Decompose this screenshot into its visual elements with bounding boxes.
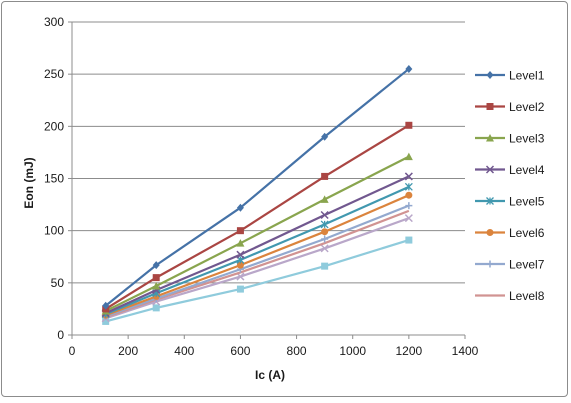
data-point: [405, 202, 413, 210]
x-tick-label: 800: [287, 344, 307, 358]
data-point: [102, 317, 110, 325]
data-point: [152, 281, 161, 290]
data-point: [321, 228, 329, 236]
y-tick-label: 200: [44, 119, 64, 133]
gridlines: [72, 21, 465, 336]
data-point: [320, 195, 329, 203]
series-layer: [101, 64, 413, 325]
data-point: [320, 244, 329, 253]
data-point: [405, 121, 413, 129]
data-point: [236, 239, 245, 247]
x-tick-label: 600: [230, 344, 250, 358]
data-point: [236, 261, 244, 269]
series-line: [105, 204, 410, 318]
data-point: [404, 152, 413, 161]
data-point: [320, 220, 329, 229]
series-level5: [101, 182, 413, 319]
series-level1: [102, 64, 413, 310]
y-axis-title: Eon (mJ): [22, 157, 36, 208]
series-unlabeled-9: [102, 236, 413, 325]
series-line: [105, 185, 410, 316]
legend-marker: [486, 197, 494, 205]
x-tick-label: 1400: [452, 344, 479, 358]
data-point: [236, 227, 244, 235]
data-point: [152, 274, 160, 282]
series-line: [105, 175, 410, 315]
y-tick-label: 300: [44, 15, 64, 29]
legend-marker: [486, 103, 494, 110]
axes: 0 50 100 150 200 250 300 0 200 400 600 800 1000 1200 1…: [44, 15, 479, 358]
x-tick-label: 400: [174, 344, 194, 358]
legend-label: Level8: [509, 289, 545, 303]
legend-marker: [485, 165, 495, 174]
legend-item-level6: Level6: [475, 226, 545, 240]
x-tick-label: 200: [118, 344, 138, 358]
data-point: [405, 191, 413, 199]
data-point: [102, 301, 110, 310]
legend-label: Level4: [509, 163, 545, 177]
series-line: [105, 124, 410, 310]
data-point: [404, 214, 413, 223]
legend-item-level1: Level1: [475, 69, 545, 83]
legend-item-level5: Level5: [475, 195, 545, 209]
legend-item-level4: Level4: [475, 163, 545, 177]
data-point: [321, 172, 329, 180]
legend-item-level8: Level8: [475, 289, 545, 303]
data-point: [236, 203, 244, 212]
data-point: [152, 261, 160, 270]
y-tick-label: 250: [44, 67, 64, 81]
legend-label: Level3: [509, 132, 545, 146]
legend-label: Level2: [509, 100, 545, 114]
legend-marker: [486, 134, 494, 142]
legend-marker: [486, 229, 494, 236]
legend-item-level3: Level3: [475, 132, 545, 146]
series-level6: [102, 191, 413, 319]
chart-frame: 0 50 100 150 200 250 300 0 200 400 600 800 1000 1200 1…: [1, 1, 568, 397]
data-point: [404, 182, 413, 191]
x-tick-label: 1200: [396, 344, 423, 358]
x-axis-title: Ic (A): [255, 368, 285, 382]
legend-item-level7: Level7: [475, 258, 545, 272]
data-point: [236, 285, 244, 293]
data-point: [321, 132, 329, 141]
legend-label: Level1: [509, 69, 545, 83]
series-level3: [101, 152, 413, 315]
data-point: [320, 210, 329, 220]
data-point: [405, 64, 413, 73]
data-point: [321, 262, 329, 270]
legend-item-level2: Level2: [475, 100, 545, 114]
legend-label: Level7: [509, 258, 545, 272]
data-point: [152, 304, 160, 312]
legend: Level1 Level2 Level3 Level4 Level5 Level6 Leve…: [475, 69, 545, 303]
legend-label: Level5: [509, 195, 545, 209]
legend-marker: [486, 260, 494, 268]
y-tick-label: 150: [44, 172, 64, 186]
x-tick-label: 1000: [339, 344, 366, 358]
data-point: [236, 250, 245, 259]
y-tick-label: 0: [57, 328, 64, 342]
data-point: [404, 172, 413, 181]
x-tick-label: 0: [69, 344, 76, 358]
legend-marker: [486, 71, 494, 79]
data-point: [321, 235, 329, 243]
legend-label: Level6: [509, 226, 545, 240]
y-tick-label: 100: [44, 224, 64, 238]
y-tick-label: 50: [51, 276, 65, 290]
line-chart: 0 50 100 150 200 250 300 0 200 400 600 800 1000 1200 1…: [22, 15, 545, 382]
data-point: [405, 236, 413, 244]
